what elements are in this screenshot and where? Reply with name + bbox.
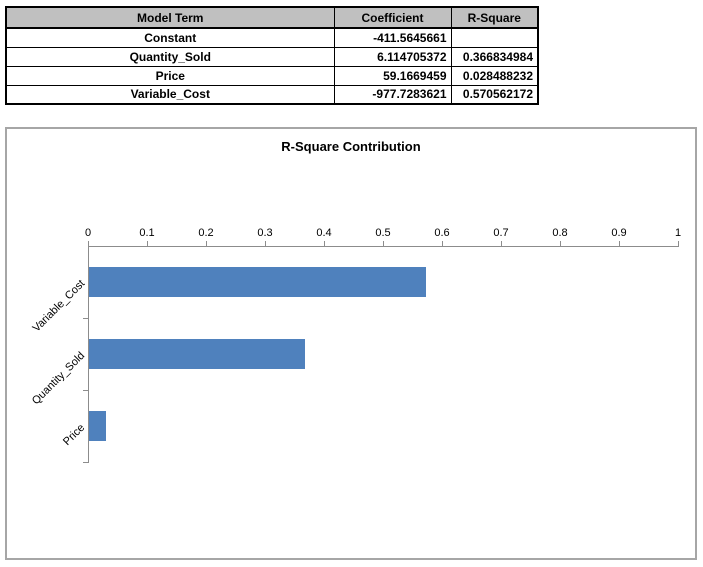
value-axis-tick-label: 1 [674, 227, 682, 239]
value-axis-tick [560, 241, 561, 246]
term-cell: Quantity_Sold [5, 46, 335, 67]
value-axis-tick [324, 241, 325, 246]
value-axis-tick-label: 0.1 [139, 227, 155, 239]
model-term-table: Model Term Coefficient R-Square Constant… [5, 6, 539, 105]
value-axis-tick [442, 241, 443, 246]
bar-variable_cost [89, 267, 426, 297]
value-axis-tick-label: 0.5 [375, 227, 391, 239]
column-header-model-term: Model Term [5, 6, 335, 29]
coefficient-cell: -977.7283621 [333, 84, 452, 105]
value-axis-tick-label: 0.7 [493, 227, 509, 239]
value-axis-tick-label: 0.6 [434, 227, 450, 239]
category-axis-line [88, 246, 89, 463]
value-axis-tick [383, 241, 384, 246]
term-cell: Price [5, 65, 335, 86]
column-header-r-square: R-Square [450, 6, 539, 29]
value-axis-tick [501, 241, 502, 246]
chart-title: R-Square Contribution [281, 139, 421, 154]
r-square-cell: 0.366834984 [450, 46, 539, 67]
value-axis-tick-label: 0.4 [316, 227, 332, 239]
category-axis-tick [83, 462, 89, 463]
value-axis-line [88, 246, 679, 247]
value-axis-tick-label: 0.3 [257, 227, 273, 239]
value-axis-tick [265, 241, 266, 246]
value-axis-tick-label: 0 [84, 227, 92, 239]
term-cell: Constant [5, 27, 335, 48]
value-axis-tick [619, 241, 620, 246]
r-square-contribution-chart: R-Square Contribution 0 0.1 0.2 0.3 0.4 0.5 0.… [5, 127, 697, 560]
r-square-cell: 0.570562172 [450, 84, 539, 105]
table-row-constant: Constant -411.5645661 [5, 27, 539, 48]
bar-quantity_sold [89, 339, 305, 369]
category-axis-tick [83, 318, 89, 319]
value-axis-tick [206, 241, 207, 246]
r-square-cell [450, 27, 539, 48]
coefficient-cell: 59.1669459 [333, 65, 452, 86]
value-axis-tick [88, 241, 89, 246]
value-axis-tick-label: 0.9 [611, 227, 627, 239]
bar-price [89, 411, 106, 441]
coefficient-cell: -411.5645661 [333, 27, 452, 48]
term-cell: Variable_Cost [5, 84, 335, 105]
coefficient-cell: 6.114705372 [333, 46, 452, 67]
column-header-coefficient: Coefficient [333, 6, 452, 29]
value-axis-tick [147, 241, 148, 246]
value-axis-tick [678, 241, 679, 246]
value-axis-tick-label: 0.8 [552, 227, 568, 239]
table-row-variable-cost: Variable_Cost -977.7283621 0.570562172 [5, 84, 539, 105]
category-axis-tick [83, 390, 89, 391]
value-axis-tick-label: 0.2 [198, 227, 214, 239]
r-square-cell: 0.028488232 [450, 65, 539, 86]
table-row-price: Price 59.1669459 0.028488232 [5, 65, 539, 86]
table-header-row: Model Term Coefficient R-Square [5, 6, 539, 29]
table-row-quantity-sold: Quantity_Sold 6.114705372 0.366834984 [5, 46, 539, 67]
